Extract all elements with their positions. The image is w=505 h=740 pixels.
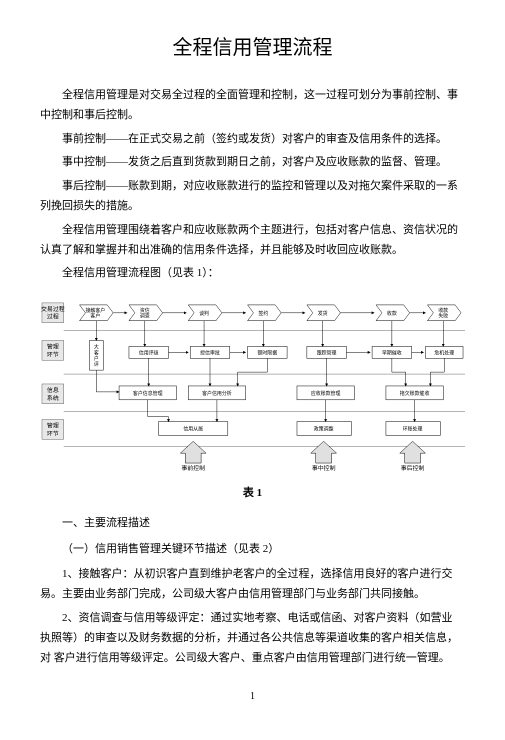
svg-text:客户信息管理: 客户信息管理: [133, 390, 163, 397]
svg-text:客: 客: [94, 349, 99, 356]
section1-item1: 1、接触客户：从初识客户直到维护老客户的全过程，选择信用良好的客户进行交 易。主…: [40, 565, 465, 605]
svg-text:拖欠账款催收: 拖欠账款催收: [400, 390, 430, 397]
svg-text:信用评级: 信用评级: [139, 349, 159, 356]
svg-text:户: 户: [94, 355, 99, 362]
svg-text:信息: 信息: [47, 386, 59, 394]
svg-text:应收账款管理: 应收账款管理: [311, 390, 341, 397]
svg-text:大: 大: [94, 344, 99, 351]
svg-text:政策调整: 政策调整: [314, 426, 334, 433]
section1-heading: 一、主要流程描述: [40, 514, 465, 534]
chart-caption: 表 1: [40, 484, 465, 504]
svg-text:管理: 管理: [47, 343, 59, 351]
svg-text:管理: 管理: [47, 422, 59, 430]
svg-text:收款: 收款: [387, 310, 397, 317]
flowchart: 交易过程 过程 管理 环节 信息 系统 管理 环节 接触客户客户 资信调查 谈判…: [40, 292, 465, 480]
para-scope: 全程信用管理围绕着客户和应收账款两个主题进行，包括对客户信息、资信状况的 认真了…: [40, 221, 465, 261]
svg-text:客户: 客户: [90, 313, 100, 320]
svg-text:评: 评: [94, 361, 99, 368]
svg-text:收款: 收款: [438, 307, 448, 314]
svg-text:过程: 过程: [47, 313, 59, 321]
svg-text:调查: 调查: [140, 313, 150, 320]
svg-text:环节: 环节: [47, 430, 59, 438]
page-title: 全程信用管理流程: [40, 30, 465, 66]
svg-text:接触客户: 接触客户: [85, 307, 105, 314]
row-label-1: 交易过程: [41, 305, 65, 313]
para-intro: 全程信用管理是对交易全过程的全面管理和控制，这一过程可划分为事前控制、事 中控制…: [40, 86, 465, 126]
svg-text:事中控制: 事中控制: [312, 464, 336, 472]
svg-text:事后控制: 事后控制: [401, 464, 425, 472]
svg-text:跟踪管理: 跟踪管理: [317, 349, 337, 356]
svg-text:资信: 资信: [140, 307, 150, 314]
svg-text:信用从属: 信用从属: [183, 426, 203, 433]
svg-text:危机处理: 危机处理: [434, 349, 454, 356]
section1-subheading: （一）信用销售管理关键环节描述（见表 2）: [40, 540, 465, 560]
svg-text:客户信用分析: 客户信用分析: [202, 390, 232, 397]
svg-text:授信审批: 授信审批: [200, 349, 220, 356]
page-number: 1: [40, 688, 465, 706]
svg-text:签约: 签约: [258, 310, 268, 317]
para-control-before: 事前控制——在正式交易之前（签约或发货）对客户的审查及信用条件的选择。: [40, 130, 465, 150]
svg-text:事前控制: 事前控制: [181, 464, 205, 472]
svg-text:谈判: 谈判: [199, 310, 209, 317]
svg-text:环节: 环节: [47, 350, 59, 358]
para-chart-intro: 全程信用管理流程图（见表 1）：: [40, 264, 465, 284]
svg-text:早期催收: 早期催收: [382, 349, 402, 356]
section1-item2: 2、资信调查与信用等级评定：通过实地考察、电话或信函、对客户资料（如营业 执照等…: [40, 609, 465, 668]
svg-text:系统: 系统: [47, 394, 59, 402]
svg-text:失败: 失败: [438, 313, 448, 320]
svg-text:额时限据: 额时限据: [257, 349, 277, 356]
svg-text:发货: 发货: [318, 310, 328, 317]
svg-text:环账处理: 环账处理: [403, 426, 423, 433]
para-control-after: 事后控制——账款到期，对应收账款进行的监控和管理以及对拖欠案件采取的一系 列挽回…: [40, 177, 465, 217]
para-control-during: 事中控制——发货之后直到货款到期日之前，对客户及应收账款的监督、管理。: [40, 153, 465, 173]
